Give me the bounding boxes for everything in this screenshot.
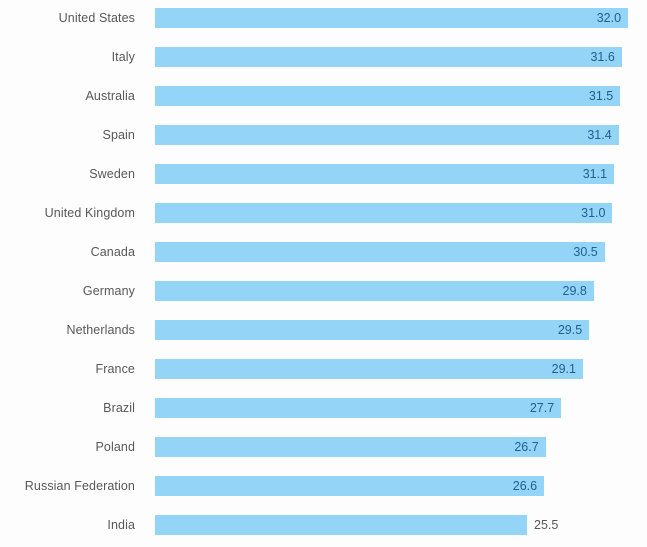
category-label: United Kingdom [44, 206, 135, 220]
bar[interactable]: 32.0 [155, 8, 629, 28]
category-label: India [107, 518, 135, 532]
bar-value-label: 31.0 [581, 206, 606, 220]
bar-fill [155, 398, 562, 418]
bar[interactable]: 31.4 [155, 125, 619, 145]
category-label: Australia [85, 89, 135, 103]
bar-value-label: 31.4 [587, 128, 612, 142]
bar-fill [155, 437, 546, 457]
bar-value-label: 29.1 [551, 362, 576, 376]
bar-row: United Kingdom 31.0 [0, 203, 647, 223]
bar-value-label: 29.5 [557, 323, 583, 337]
category-label: Canada [90, 245, 135, 259]
bar-value-label: 30.5 [573, 245, 598, 259]
category-label: Russian Federation [24, 479, 135, 493]
bar-row: Netherlands 29.5 [0, 320, 647, 340]
bar[interactable]: 29.1 [155, 359, 583, 379]
bar[interactable]: 29.5 [155, 320, 590, 340]
bar-value-label: 29.8 [562, 284, 587, 298]
bar-fill [155, 515, 528, 535]
bar-row: Spain 31.4 [0, 125, 647, 145]
bar[interactable]: 31.0 [155, 203, 613, 223]
bar[interactable]: 31.5 [155, 86, 621, 106]
bar-row: Poland 26.7 [0, 437, 647, 457]
category-label: Poland [95, 440, 135, 454]
bar[interactable]: 30.5 [155, 242, 605, 262]
bar-value-label: 32.0 [596, 11, 622, 25]
bar[interactable]: 25.5 [155, 515, 558, 535]
bar-value-label: 25.5 [534, 518, 559, 532]
bar-value-label: 31.5 [588, 89, 614, 103]
bar-row: Germany 29.8 [0, 281, 647, 301]
bar-fill [155, 8, 629, 28]
category-label: Netherlands [66, 323, 135, 337]
bar-row: Russian Federation 26.6 [0, 476, 647, 496]
bar-fill [155, 47, 622, 67]
category-label: Italy [111, 50, 135, 64]
bar[interactable]: 26.6 [155, 476, 545, 496]
bar[interactable]: 29.8 [155, 281, 594, 301]
bar-fill [155, 86, 621, 106]
category-label: Brazil [103, 401, 135, 415]
bar-row: Australia 31.5 [0, 86, 647, 106]
bar[interactable]: 31.1 [155, 164, 615, 184]
category-label: France [95, 362, 135, 376]
category-label: Sweden [89, 167, 135, 181]
bar-fill [155, 242, 605, 262]
bar-fill [155, 164, 615, 184]
category-label: United States [58, 11, 135, 25]
bar-fill [155, 203, 613, 223]
bar-fill [155, 125, 619, 145]
bar-row: Sweden 31.1 [0, 164, 647, 184]
bar-row: United States 32.0 [0, 8, 647, 28]
bar-fill [155, 320, 590, 340]
bar-value-label: 31.1 [582, 167, 608, 181]
bar-value-label: 26.6 [512, 479, 538, 493]
bar-row: Canada 30.5 [0, 242, 647, 262]
bar-row: France 29.1 [0, 359, 647, 379]
bar-fill [155, 359, 583, 379]
bar[interactable]: 27.7 [155, 398, 562, 418]
bar-value-label: 27.7 [529, 401, 555, 415]
bar-row: Italy 31.6 [0, 47, 647, 67]
bar-value-label: 26.7 [514, 440, 539, 454]
category-label: Spain [102, 128, 135, 142]
bar-row: Brazil 27.7 [0, 398, 647, 418]
bar[interactable]: 31.6 [155, 47, 622, 67]
bar-fill [155, 281, 594, 301]
bar[interactable]: 26.7 [155, 437, 546, 457]
category-label: Germany [82, 284, 135, 298]
bar-row: India 25.5 [0, 515, 647, 535]
bar-fill [155, 476, 545, 496]
bar-value-label: 31.6 [590, 50, 615, 64]
